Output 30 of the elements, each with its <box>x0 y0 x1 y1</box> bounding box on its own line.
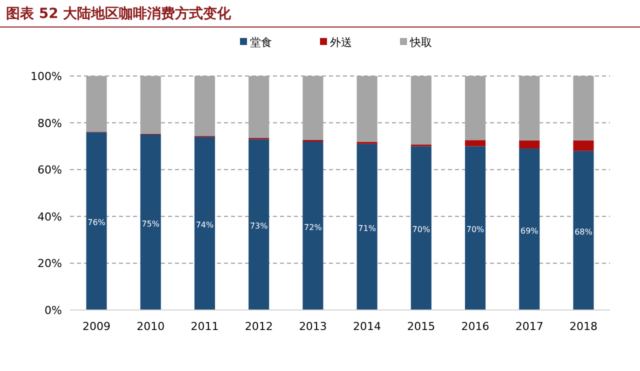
x-tick-label: 2017 <box>515 320 544 333</box>
y-tick-label: 40% <box>38 210 62 224</box>
data-label: 70% <box>466 225 485 234</box>
data-label: 73% <box>250 222 268 231</box>
legend-label: 堂食 <box>250 36 272 49</box>
y-tick-label: 100% <box>30 70 62 83</box>
x-tick-label: 2009 <box>82 320 111 333</box>
y-tick-label: 80% <box>38 116 62 130</box>
x-tick-label: 2014 <box>353 320 382 333</box>
y-tick-label: 0% <box>44 304 62 317</box>
x-tick-label: 2010 <box>136 320 165 333</box>
x-tick-label: 2018 <box>569 320 598 333</box>
y-tick-label: 20% <box>38 257 62 270</box>
x-tick-label: 2016 <box>461 320 490 333</box>
chart-title: 图表 52 大陆地区咖啡消费方式变化 <box>6 5 232 22</box>
x-tick-label: 2012 <box>244 320 273 333</box>
data-label: 70% <box>412 225 430 234</box>
legend-label: 快取 <box>409 36 432 49</box>
data-label: 75% <box>142 219 160 228</box>
legend-label: 外送 <box>330 36 352 49</box>
data-label: 74% <box>196 220 214 230</box>
data-label: 69% <box>520 226 539 236</box>
y-tick-label: 60% <box>38 164 62 177</box>
x-tick-label: 2013 <box>298 320 327 333</box>
data-label: 71% <box>358 224 376 233</box>
x-tick-label: 2015 <box>407 320 436 333</box>
data-label: 72% <box>304 222 322 232</box>
data-label: 76% <box>88 218 106 228</box>
data-label: 68% <box>574 227 593 236</box>
x-tick-label: 2011 <box>190 320 219 333</box>
